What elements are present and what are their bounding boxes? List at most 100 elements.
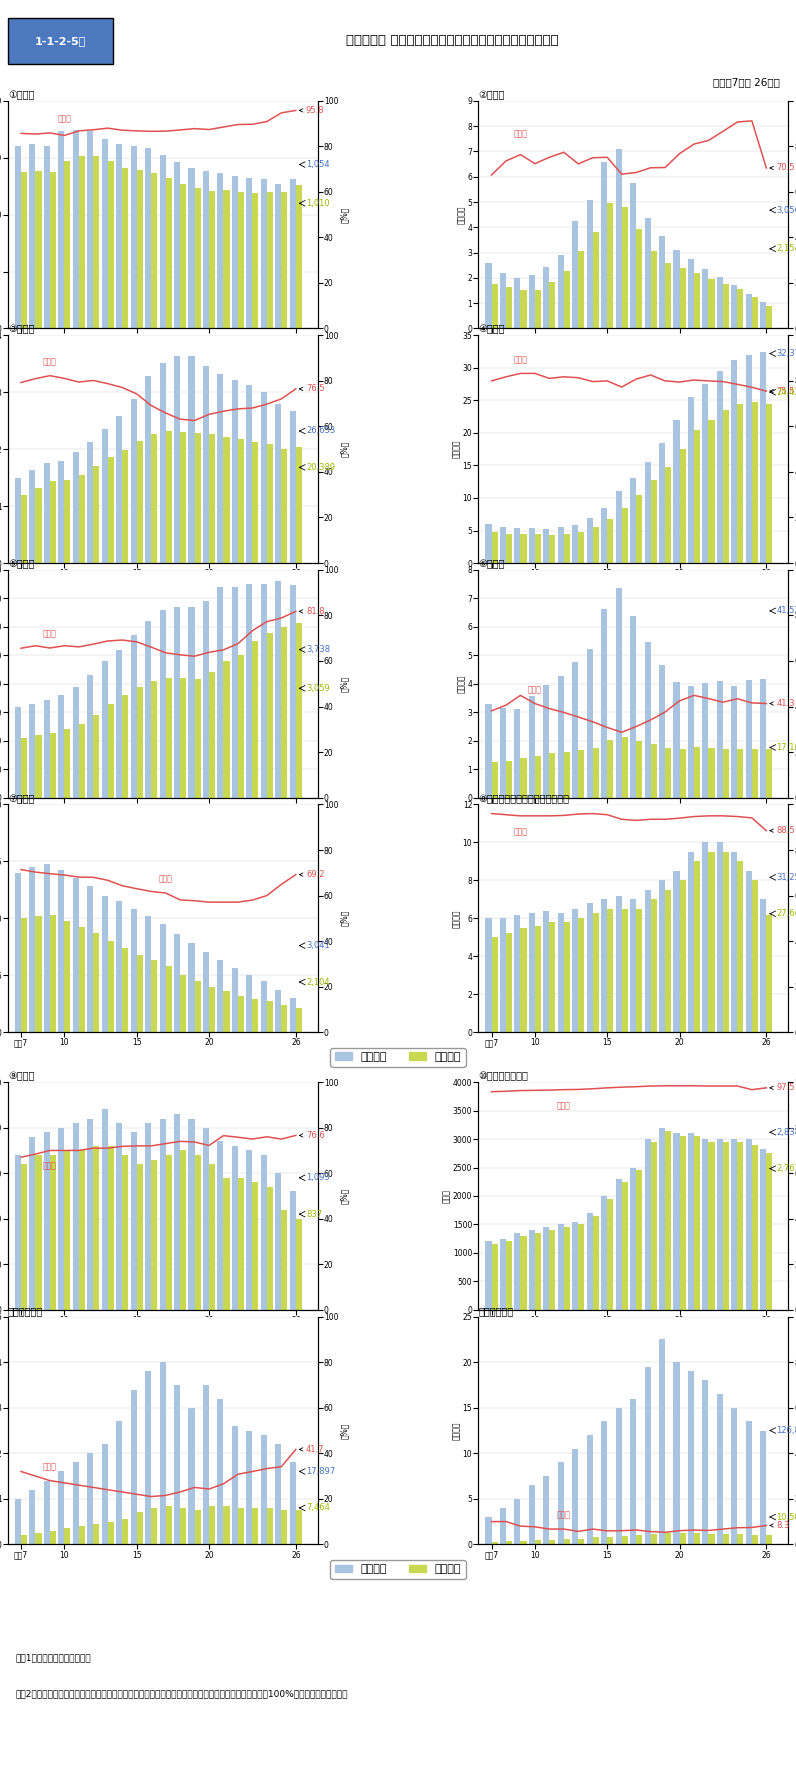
- Text: 26,653: 26,653: [306, 426, 335, 435]
- Bar: [630, 478, 636, 563]
- Bar: [246, 584, 252, 798]
- Bar: [535, 290, 541, 329]
- Bar: [174, 163, 180, 329]
- Bar: [607, 1199, 613, 1309]
- Bar: [601, 508, 607, 563]
- Bar: [564, 1539, 570, 1544]
- Bar: [636, 909, 642, 1031]
- Bar: [217, 587, 224, 798]
- Text: 32,372: 32,372: [776, 348, 796, 357]
- Bar: [601, 1196, 607, 1309]
- Bar: [645, 1367, 650, 1544]
- Text: 検挙率: 検挙率: [43, 630, 57, 639]
- Bar: [166, 966, 172, 1031]
- Bar: [246, 975, 252, 1031]
- Bar: [58, 1127, 64, 1309]
- Bar: [131, 1132, 137, 1309]
- Bar: [688, 1134, 694, 1309]
- Bar: [107, 704, 114, 798]
- Bar: [659, 442, 665, 563]
- Bar: [737, 750, 743, 798]
- Bar: [151, 433, 158, 563]
- Bar: [151, 961, 158, 1031]
- Bar: [93, 156, 100, 329]
- Bar: [252, 1182, 259, 1309]
- Bar: [491, 1244, 498, 1309]
- Bar: [587, 1214, 593, 1309]
- Bar: [102, 428, 107, 563]
- Bar: [102, 1444, 107, 1544]
- Bar: [650, 1534, 657, 1544]
- Bar: [107, 941, 114, 1031]
- Bar: [137, 686, 142, 798]
- Bar: [514, 278, 521, 329]
- Text: 2,104: 2,104: [306, 978, 330, 987]
- Bar: [64, 920, 71, 1031]
- Bar: [29, 1489, 36, 1544]
- Bar: [145, 916, 151, 1031]
- Bar: [123, 695, 128, 798]
- Bar: [688, 398, 694, 563]
- Bar: [521, 534, 526, 563]
- Bar: [275, 184, 281, 329]
- Bar: [189, 607, 194, 798]
- Bar: [275, 405, 281, 563]
- Bar: [217, 373, 224, 563]
- Bar: [535, 1539, 541, 1544]
- Bar: [159, 1118, 166, 1309]
- Bar: [723, 748, 729, 798]
- Bar: [506, 1242, 512, 1309]
- Bar: [544, 911, 549, 1031]
- Bar: [630, 1399, 636, 1544]
- Bar: [88, 676, 93, 798]
- Bar: [506, 761, 512, 798]
- Text: 24,427: 24,427: [776, 387, 796, 396]
- Bar: [58, 1472, 64, 1544]
- Bar: [572, 662, 579, 798]
- Bar: [275, 1444, 281, 1544]
- Bar: [189, 356, 194, 563]
- Bar: [116, 649, 123, 798]
- Bar: [572, 525, 579, 563]
- Bar: [72, 686, 79, 798]
- Bar: [486, 704, 491, 798]
- Bar: [88, 1454, 93, 1544]
- Bar: [159, 610, 166, 798]
- Text: 17,165: 17,165: [776, 743, 796, 752]
- Bar: [688, 686, 694, 798]
- Bar: [558, 1463, 564, 1544]
- Bar: [29, 1137, 36, 1309]
- Bar: [593, 1537, 599, 1544]
- Bar: [217, 1399, 224, 1544]
- Bar: [50, 734, 56, 798]
- Bar: [665, 467, 671, 563]
- Bar: [252, 999, 259, 1031]
- Bar: [673, 1362, 680, 1544]
- Bar: [607, 739, 613, 798]
- Bar: [116, 900, 123, 1031]
- Bar: [64, 479, 71, 563]
- Bar: [486, 524, 491, 563]
- Text: 検挙率: 検挙率: [557, 1511, 571, 1520]
- Bar: [246, 179, 252, 329]
- Bar: [116, 1422, 123, 1544]
- Bar: [694, 748, 700, 798]
- Bar: [752, 1145, 758, 1309]
- Bar: [694, 1136, 700, 1309]
- Bar: [752, 881, 758, 1031]
- Bar: [93, 467, 100, 563]
- Bar: [290, 410, 296, 563]
- Bar: [21, 495, 27, 563]
- Bar: [544, 529, 549, 563]
- Bar: [203, 1385, 209, 1544]
- Bar: [131, 635, 137, 798]
- Bar: [36, 1534, 41, 1544]
- Bar: [723, 410, 729, 563]
- Text: 3,041: 3,041: [306, 941, 330, 950]
- Bar: [572, 1222, 579, 1309]
- Bar: [88, 131, 93, 329]
- Bar: [579, 1224, 584, 1309]
- Bar: [15, 706, 21, 798]
- Bar: [64, 1528, 71, 1544]
- Bar: [673, 249, 680, 329]
